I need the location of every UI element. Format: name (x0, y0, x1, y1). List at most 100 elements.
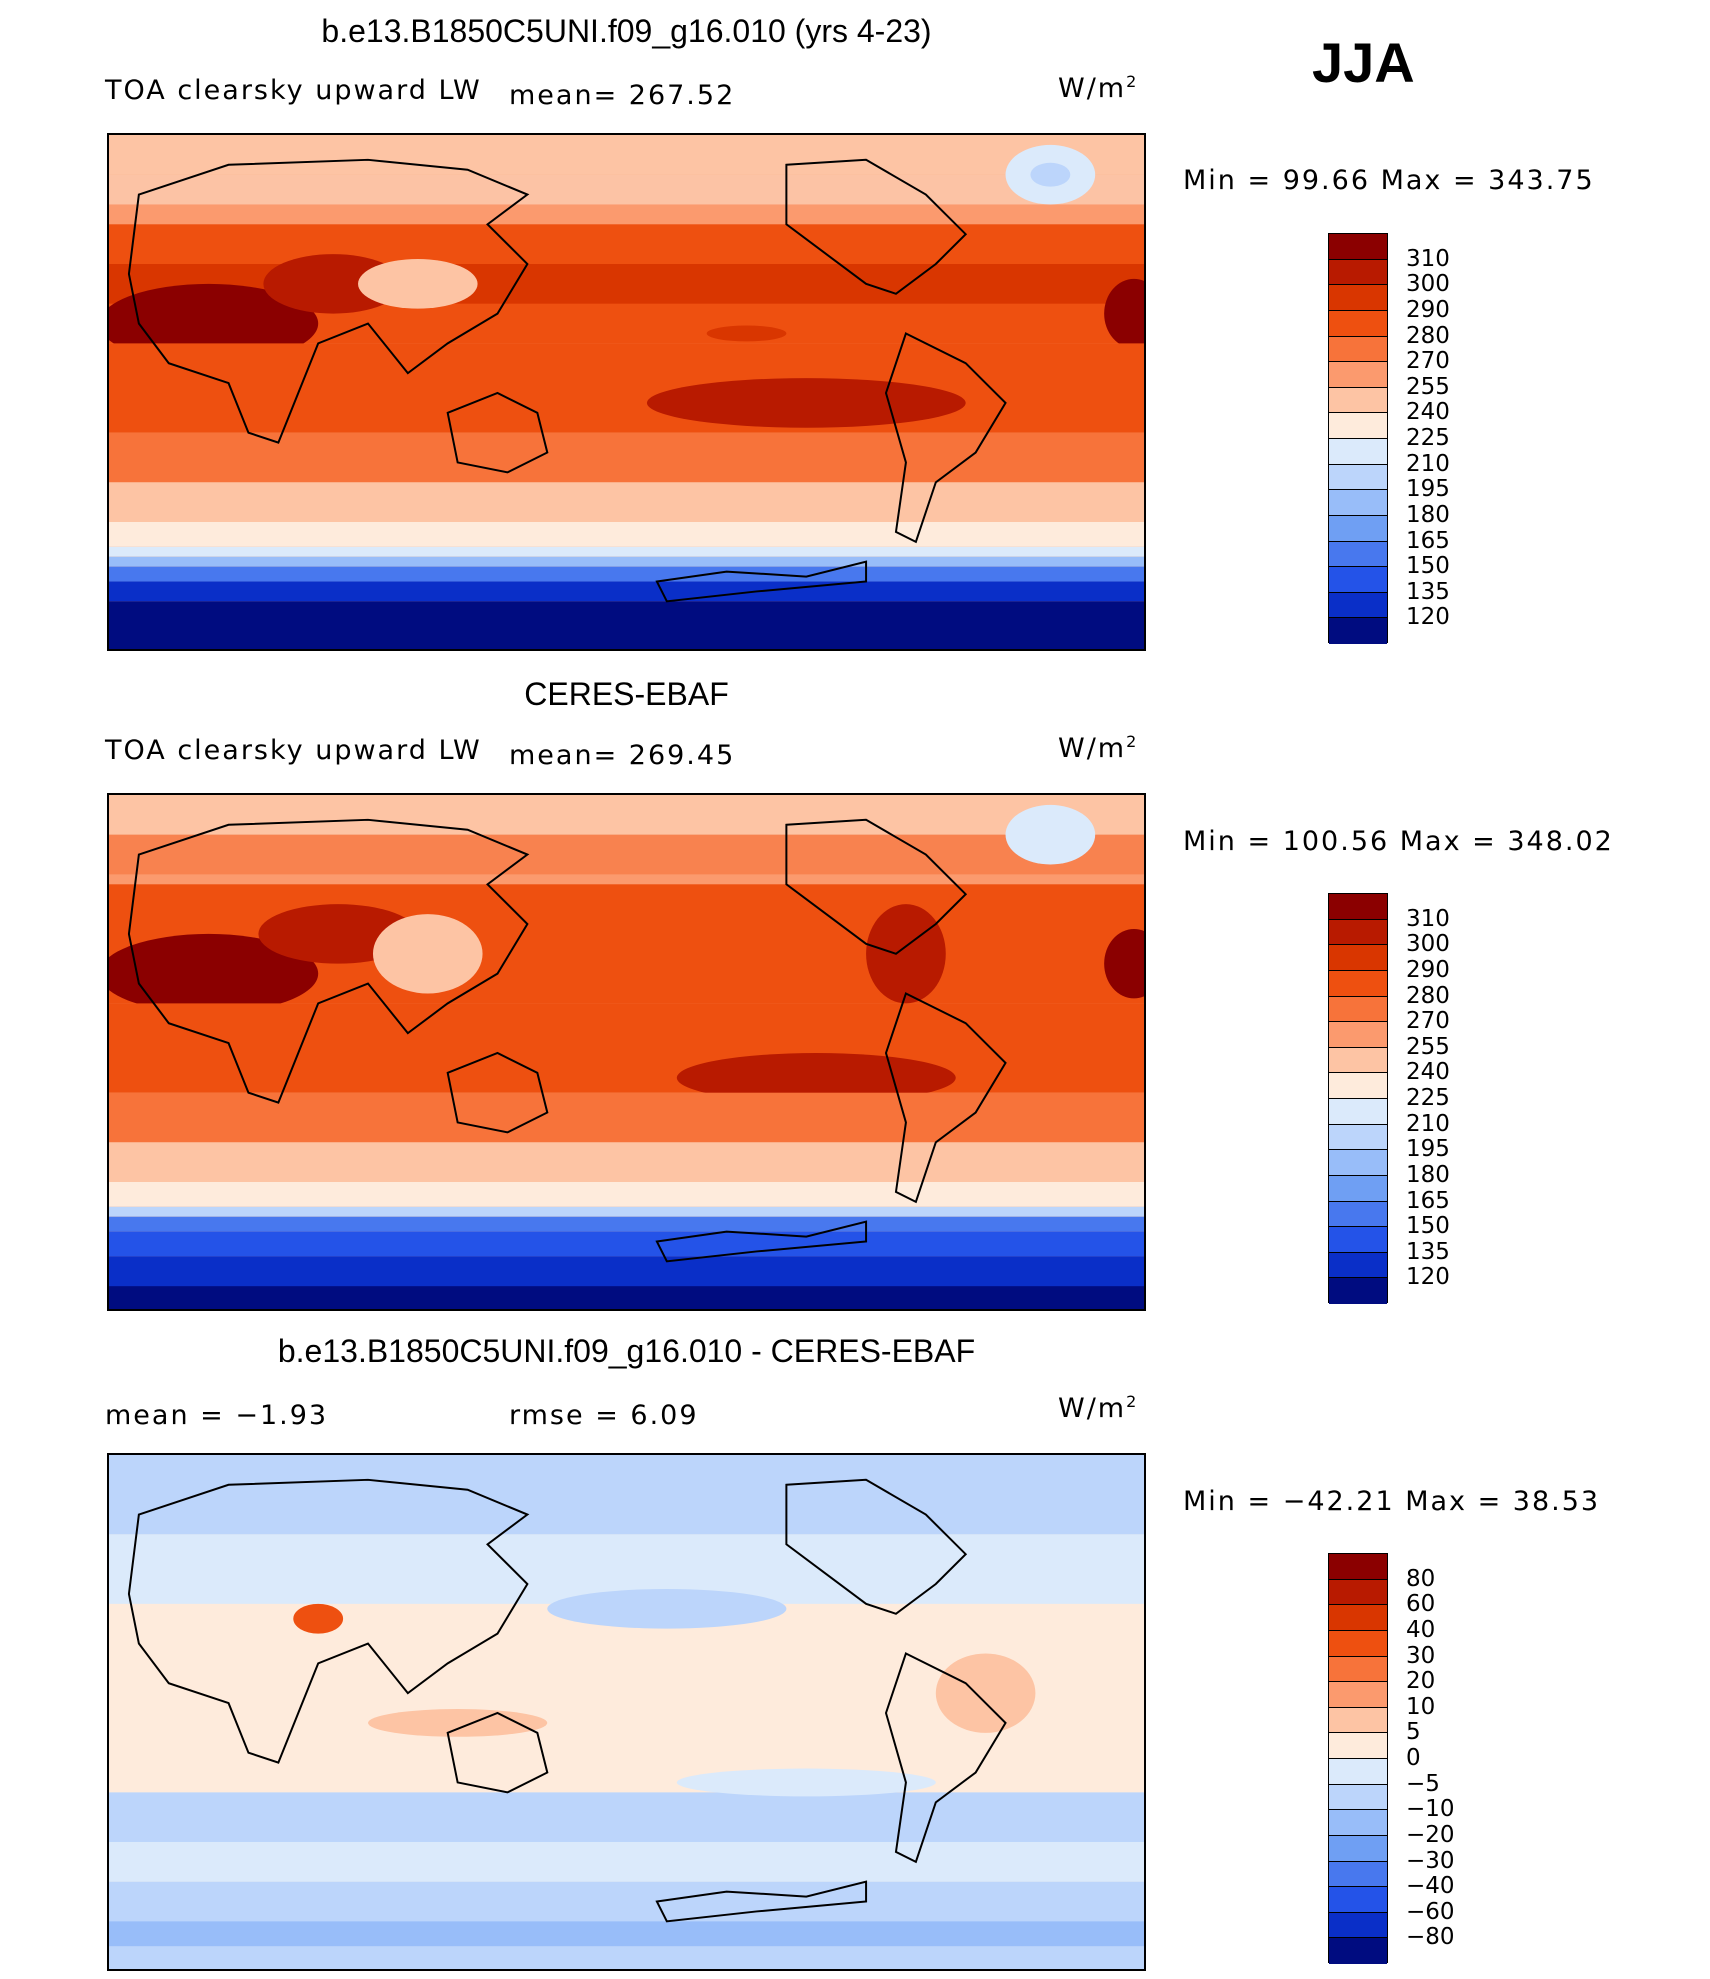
panel1-field (109, 135, 1144, 649)
colorbar-swatch (1329, 490, 1387, 516)
colorbar-swatch (1329, 1912, 1387, 1939)
panel3-mean-label: mean = −1.93 (105, 1400, 329, 1431)
colorbar-swatch (1329, 1124, 1387, 1151)
panel2-mean-label: mean= 269.45 (509, 740, 736, 771)
colorbar-tick-label: −20 (1406, 1821, 1455, 1848)
colorbar-swatch (1329, 618, 1387, 644)
colorbar-tick-label: 240 (1406, 399, 1450, 426)
colorbar-tick-label: 80 (1406, 1565, 1436, 1592)
panel2-minmax: Min = 100.56 Max = 348.02 (1183, 826, 1614, 857)
colorbar-tick-label: 150 (1406, 553, 1450, 580)
colorbar-tick-label: 150 (1406, 1213, 1450, 1240)
panel2-field (109, 795, 1144, 1309)
colorbar-swatch (1329, 567, 1387, 593)
colorbar-swatch (1329, 592, 1387, 619)
panel3-colorbar-swatches (1328, 1553, 1388, 1964)
panel3-title: b.e13.B1850C5UNI.f09_g16.010 - CERES-EBA… (277, 1333, 976, 1369)
colorbar-swatch (1329, 310, 1387, 337)
colorbar-swatch (1329, 1579, 1387, 1606)
panel1-title: b.e13.B1850C5UNI.f09_g16.010 (yrs 4-23) (321, 13, 932, 49)
panel1-mean-label: mean= 267.52 (509, 80, 736, 111)
colorbar-swatch (1329, 439, 1387, 465)
panel1-minmax: Min = 99.66 Max = 343.75 (1183, 165, 1595, 196)
colorbar-tick-label: 135 (1406, 1238, 1450, 1265)
colorbar-tick-label: −30 (1406, 1847, 1455, 1874)
colorbar-swatch (1329, 894, 1387, 920)
colorbar-swatch (1329, 1099, 1387, 1125)
colorbar-tick-label: 310 (1406, 245, 1450, 272)
panel3-units: W/m2 (1058, 1392, 1137, 1424)
colorbar-swatch (1329, 541, 1387, 568)
colorbar-tick-label: 165 (1406, 527, 1450, 554)
colorbar-swatch (1329, 285, 1387, 311)
colorbar-swatch (1329, 1252, 1387, 1279)
colorbar-tick-label: 180 (1406, 1161, 1450, 1188)
colorbar-swatch (1329, 515, 1387, 542)
colorbar-tick-label: 310 (1406, 905, 1450, 932)
colorbar-tick-label: 290 (1406, 296, 1450, 323)
colorbar-tick-label: 210 (1406, 1110, 1450, 1137)
panel1-variable-label: TOA clearsky upward LW (105, 75, 482, 106)
colorbar-swatch (1329, 1810, 1387, 1836)
panel2-map (107, 793, 1146, 1311)
colorbar-swatch (1329, 1047, 1387, 1074)
colorbar-swatch (1329, 970, 1387, 997)
colorbar-tick-label: 270 (1406, 348, 1450, 375)
colorbar-swatch (1329, 1022, 1387, 1048)
colorbar-swatch (1329, 464, 1387, 491)
colorbar-tick-label: 300 (1406, 931, 1450, 958)
colorbar-swatch (1329, 362, 1387, 388)
colorbar-tick-label: 165 (1406, 1187, 1450, 1214)
panel1-colorbar-swatches (1328, 233, 1388, 644)
colorbar-swatch (1329, 387, 1387, 414)
colorbar-tick-label: 10 (1406, 1693, 1436, 1720)
panel3-field (109, 1455, 1144, 1969)
panel2-variable-label: TOA clearsky upward LW (105, 735, 482, 766)
colorbar-swatch (1329, 1707, 1387, 1734)
colorbar-tick-label: 290 (1406, 956, 1450, 983)
colorbar-swatch (1329, 996, 1387, 1023)
panel2-units: W/m2 (1058, 732, 1137, 764)
colorbar-tick-label: −80 (1406, 1924, 1455, 1951)
colorbar-tick-label: 270 (1406, 1008, 1450, 1035)
colorbar-tick-label: 5 (1406, 1719, 1421, 1746)
panel1-units: W/m2 (1058, 72, 1137, 104)
colorbar-tick-label: 210 (1406, 450, 1450, 477)
colorbar-tick-label: −5 (1406, 1770, 1440, 1797)
colorbar-tick-label: −10 (1406, 1796, 1455, 1823)
colorbar-swatch (1329, 259, 1387, 286)
panel1-map (107, 133, 1146, 651)
colorbar-swatch (1329, 1938, 1387, 1964)
colorbar-swatch (1329, 945, 1387, 971)
colorbar-swatch (1329, 1887, 1387, 1913)
colorbar-swatch (1329, 1733, 1387, 1759)
colorbar-tick-label: 120 (1406, 604, 1450, 631)
colorbar-tick-label: 135 (1406, 578, 1450, 605)
colorbar-swatch (1329, 1861, 1387, 1888)
colorbar-swatch (1329, 1835, 1387, 1862)
colorbar-tick-label: 280 (1406, 982, 1450, 1009)
colorbar-tick-label: 225 (1406, 425, 1450, 451)
panel3-map (107, 1453, 1146, 1971)
colorbar-swatch (1329, 336, 1387, 363)
panel3-rmse-label: rmse = 6.09 (509, 1400, 699, 1431)
season-label: JJA (1312, 31, 1415, 94)
colorbar-tick-label: 280 (1406, 322, 1450, 349)
colorbar-swatch (1329, 1759, 1387, 1785)
colorbar-swatch (1329, 1201, 1387, 1228)
colorbar-swatch (1329, 413, 1387, 439)
panel2-colorbar-swatches (1328, 893, 1388, 1304)
colorbar-tick-label: 240 (1406, 1059, 1450, 1086)
colorbar-swatch (1329, 1554, 1387, 1580)
panel2-title: CERES-EBAF (524, 676, 729, 712)
colorbar-tick-label: 0 (1406, 1745, 1421, 1771)
colorbar-tick-label: 255 (1406, 373, 1450, 400)
colorbar-swatch (1329, 1278, 1387, 1304)
colorbar-tick-label: −40 (1406, 1873, 1455, 1900)
colorbar-tick-label: 20 (1406, 1668, 1436, 1695)
colorbar-tick-label: 60 (1406, 1591, 1436, 1618)
colorbar-swatch (1329, 1630, 1387, 1657)
colorbar-tick-label: 300 (1406, 271, 1450, 298)
colorbar-tick-label: 30 (1406, 1642, 1436, 1669)
colorbar-swatch (1329, 234, 1387, 260)
